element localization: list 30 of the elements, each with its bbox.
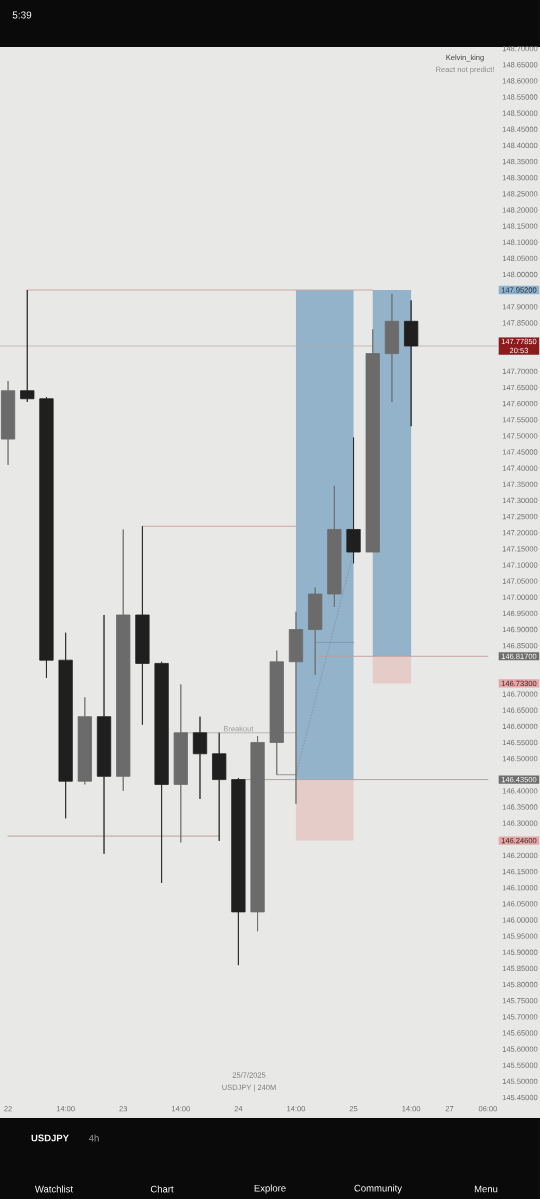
candlestick [212,732,227,842]
candlestick [39,396,54,679]
candlestick [154,661,169,884]
text: Chart [150,1185,174,1193]
candlestick [231,777,246,966]
candlestick [250,735,265,932]
candlestick [135,525,150,726]
candlestick [77,696,92,785]
text: 5:39 [12,11,32,19]
candlestick [192,716,208,800]
candlestick [346,437,361,564]
text: Explore [254,1184,286,1194]
text: USDJPY [31,1134,69,1142]
text: Menu [474,1185,498,1193]
text: Community [354,1184,402,1194]
text: Watchlist [34,1185,74,1193]
candlestick [20,289,35,403]
candlestick [384,293,400,403]
candlestick [365,328,380,553]
candlestick [0,380,16,466]
candlestick [173,683,188,843]
candlestick [404,299,419,427]
candlestick [269,650,284,776]
candlestick [288,611,304,805]
candlestick [116,529,131,792]
candlestick [96,614,112,855]
text: 4h [88,1134,99,1142]
candlestick [58,632,73,819]
candlestick [327,485,342,608]
candlestick [308,587,323,676]
